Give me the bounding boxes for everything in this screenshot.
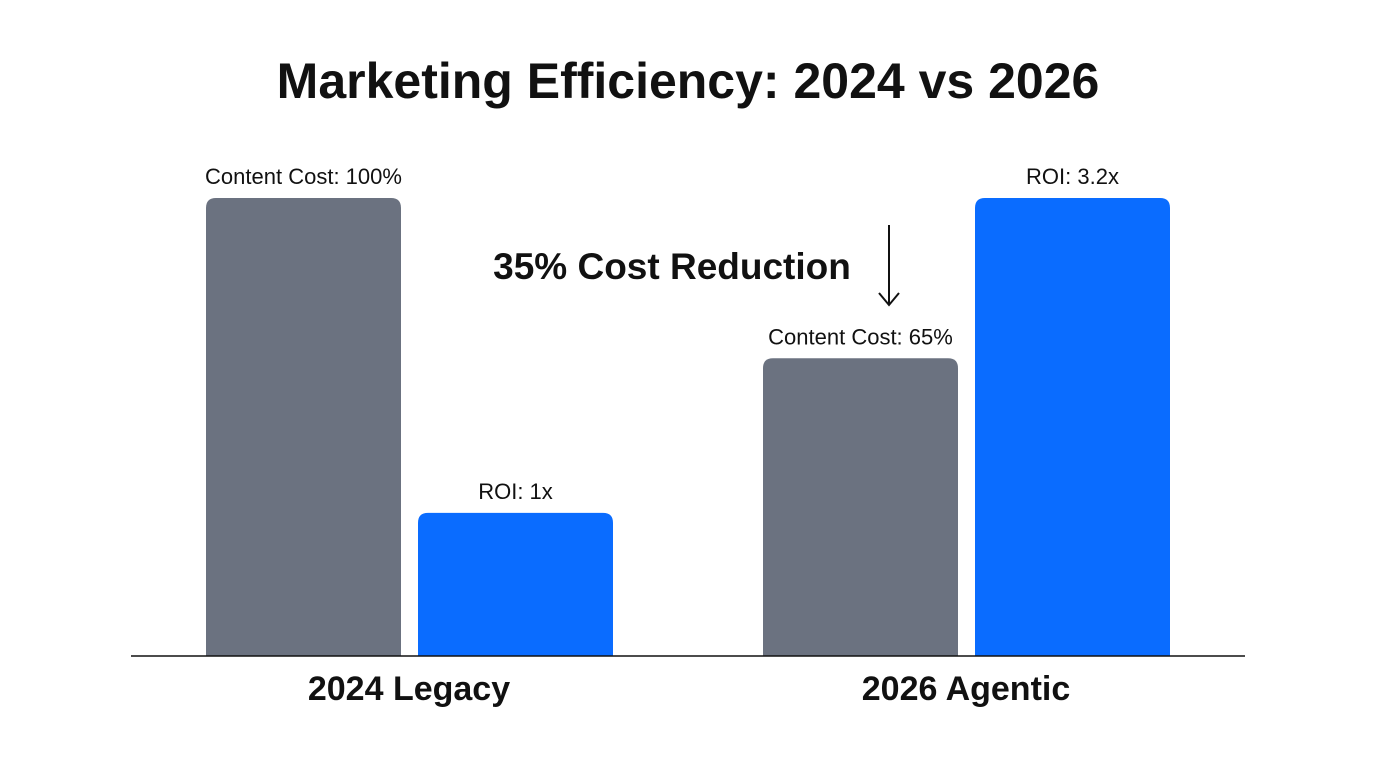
category-label: 2024 Legacy — [308, 670, 510, 708]
bar-content-cost — [763, 358, 958, 656]
annotation-text: 35% Cost Reduction — [493, 246, 851, 287]
chart-title: Marketing Efficiency: 2024 vs 2026 — [276, 53, 1100, 109]
bar-roi — [418, 512, 613, 656]
data-label: Content Cost: 65% — [768, 324, 953, 349]
bar-roi — [975, 198, 1170, 656]
arrow-down-icon — [878, 225, 900, 307]
category-label: 2026 Agentic — [862, 670, 1071, 708]
data-label: ROI: 1x — [478, 479, 553, 504]
bar-content-cost — [206, 198, 401, 656]
data-label: ROI: 3.2x — [1026, 164, 1119, 189]
data-label: Content Cost: 100% — [205, 164, 402, 189]
